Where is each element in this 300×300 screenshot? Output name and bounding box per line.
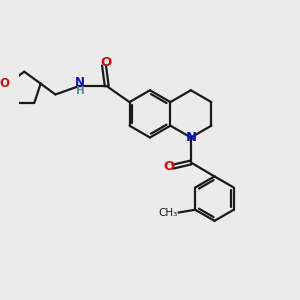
Text: N: N (186, 131, 197, 144)
Text: N: N (75, 76, 85, 89)
Text: H: H (76, 86, 85, 96)
Text: O: O (100, 56, 112, 69)
Text: O: O (0, 77, 10, 90)
Text: O: O (163, 160, 174, 173)
Text: CH₃: CH₃ (158, 208, 177, 218)
